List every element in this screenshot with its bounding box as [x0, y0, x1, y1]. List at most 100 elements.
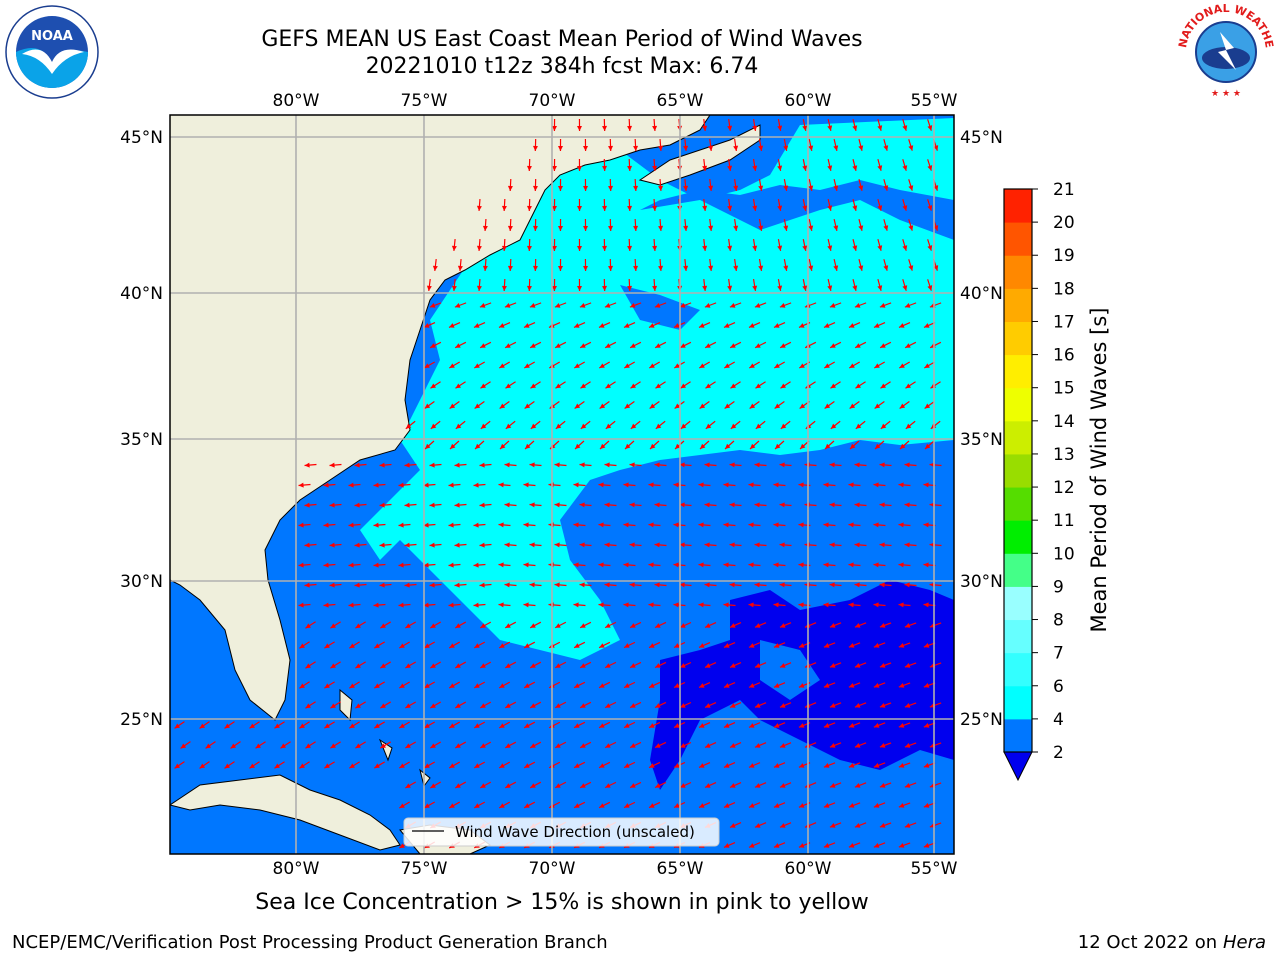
- colorbar-tick-label: 9: [1053, 577, 1064, 597]
- wave-arrow-head: [304, 462, 310, 468]
- colorbar-tick-label: 10: [1053, 544, 1075, 564]
- wave-arrow-head: [604, 462, 610, 468]
- wave-arrow-head: [724, 363, 730, 368]
- wave-arrow-head: [723, 522, 729, 528]
- wave-arrow-head: [799, 363, 805, 368]
- wave-arrow-head: [348, 482, 354, 488]
- wave-arrow-head: [754, 823, 761, 828]
- wave-arrow-head: [605, 703, 611, 708]
- wave-arrow-head: [798, 602, 804, 608]
- wave-arrow-head: [829, 703, 836, 708]
- wave-arrow-head: [680, 663, 686, 668]
- wave-arrow-head: [705, 343, 711, 348]
- wave-arrow-head: [858, 265, 864, 271]
- wave-arrow-head: [823, 683, 830, 688]
- colorbar-tick-label: 6: [1053, 677, 1064, 697]
- wave-arrow-head: [374, 683, 380, 689]
- wave-arrow-head: [854, 663, 861, 668]
- nws-logo: NATIONAL WEATHER SERVICE ★ ★ ★: [1176, 2, 1276, 99]
- wave-arrow-head: [655, 423, 662, 429]
- wave-arrow-head: [249, 763, 256, 769]
- wave-arrow-head: [833, 145, 839, 151]
- wave-arrow-head: [679, 462, 685, 468]
- colorbar-tick-label: 14: [1053, 412, 1075, 432]
- wave-arrow-head: [654, 303, 661, 308]
- wave-arrow-head: [633, 225, 639, 231]
- wave-arrow-head: [274, 723, 281, 729]
- wave-arrow-head: [530, 343, 536, 348]
- wave-arrow-head: [674, 403, 681, 409]
- wave-arrow-head: [551, 125, 557, 131]
- wave-arrow-head: [573, 602, 579, 608]
- wave-arrow-head: [927, 245, 933, 251]
- wave-arrow-head: [583, 145, 589, 151]
- wave-arrow-head: [524, 683, 530, 688]
- wave-arrow-head: [474, 323, 480, 328]
- wave-arrow-head: [557, 185, 563, 191]
- wave-period-region-4-6: [360, 118, 954, 660]
- wave-arrow-head: [323, 602, 329, 608]
- wave-arrow-head: [679, 582, 685, 588]
- colorbar-tick-label: 8: [1053, 611, 1064, 631]
- wave-arrow-head: [633, 185, 639, 191]
- wave-arrow-head: [524, 323, 530, 328]
- wave-arrow-head: [723, 562, 729, 568]
- colorbar-label: Mean Period of Wind Waves [s]: [1087, 308, 1111, 633]
- wave-arrow-head: [625, 443, 631, 449]
- wave-arrow-head: [873, 723, 880, 728]
- wave-arrow-head: [904, 622, 911, 628]
- wave-arrow-head: [574, 683, 580, 688]
- wave-arrow-head: [648, 562, 654, 568]
- wave-arrow-head: [702, 245, 708, 251]
- wave-arrow-head: [629, 502, 635, 508]
- wave-arrow-head: [505, 703, 511, 708]
- wave-arrow-head: [879, 582, 885, 588]
- colorbar-segment: [1004, 189, 1032, 223]
- wave-arrow-head: [449, 323, 455, 328]
- wave-arrow-head: [733, 185, 739, 191]
- wave-arrow-head: [854, 462, 860, 468]
- wave-arrow-head: [733, 225, 739, 231]
- wave-arrow-head: [823, 482, 829, 488]
- wave-arrow-head: [658, 185, 664, 191]
- lon-tick-top: 65°W: [657, 91, 704, 111]
- wave-arrow-head: [705, 623, 711, 628]
- wave-arrow-head: [199, 723, 206, 729]
- wave-arrow-head: [733, 265, 739, 271]
- wave-arrow-head: [450, 443, 456, 449]
- wave-arrow-head: [879, 783, 886, 788]
- wave-arrow-head: [324, 683, 330, 689]
- wave-arrow-head: [424, 643, 430, 648]
- wave-arrow-head: [748, 522, 754, 528]
- wave-arrow-head: [779, 462, 785, 468]
- wave-arrow-head: [754, 582, 760, 588]
- wave-arrow-head: [699, 363, 705, 368]
- wave-arrow-head: [823, 723, 830, 728]
- wave-arrow-head: [530, 663, 536, 668]
- wave-arrow-head: [430, 663, 436, 668]
- colorbar-tick-label: 15: [1053, 379, 1075, 399]
- wave-arrow-head: [380, 623, 386, 629]
- wave-arrow-head: [580, 423, 587, 429]
- wave-arrow-head: [305, 663, 311, 669]
- wave-arrow-head: [555, 743, 561, 748]
- wave-arrow-head: [723, 602, 729, 608]
- wave-arrow-head: [404, 542, 410, 548]
- land-north-america: [170, 115, 711, 721]
- wave-arrow-head: [879, 502, 885, 508]
- wave-arrow-head: [730, 823, 736, 828]
- wave-arrow-head: [455, 623, 461, 628]
- wave-arrow-head: [355, 663, 361, 669]
- wave-arrow-head: [330, 743, 336, 749]
- wave-arrow-head: [329, 462, 335, 468]
- wave-arrow-head: [650, 443, 656, 449]
- wave-arrow-head: [702, 125, 708, 131]
- wave-arrow-head: [927, 165, 933, 171]
- wave-arrow-head: [627, 245, 633, 251]
- wave-arrow-head: [674, 763, 680, 768]
- colorbar-under-triangle: [1003, 751, 1033, 782]
- wave-arrow-head: [404, 462, 410, 468]
- wave-arrow-head: [501, 205, 507, 211]
- wave-arrow-head: [802, 165, 808, 171]
- wave-arrow-head: [725, 443, 731, 449]
